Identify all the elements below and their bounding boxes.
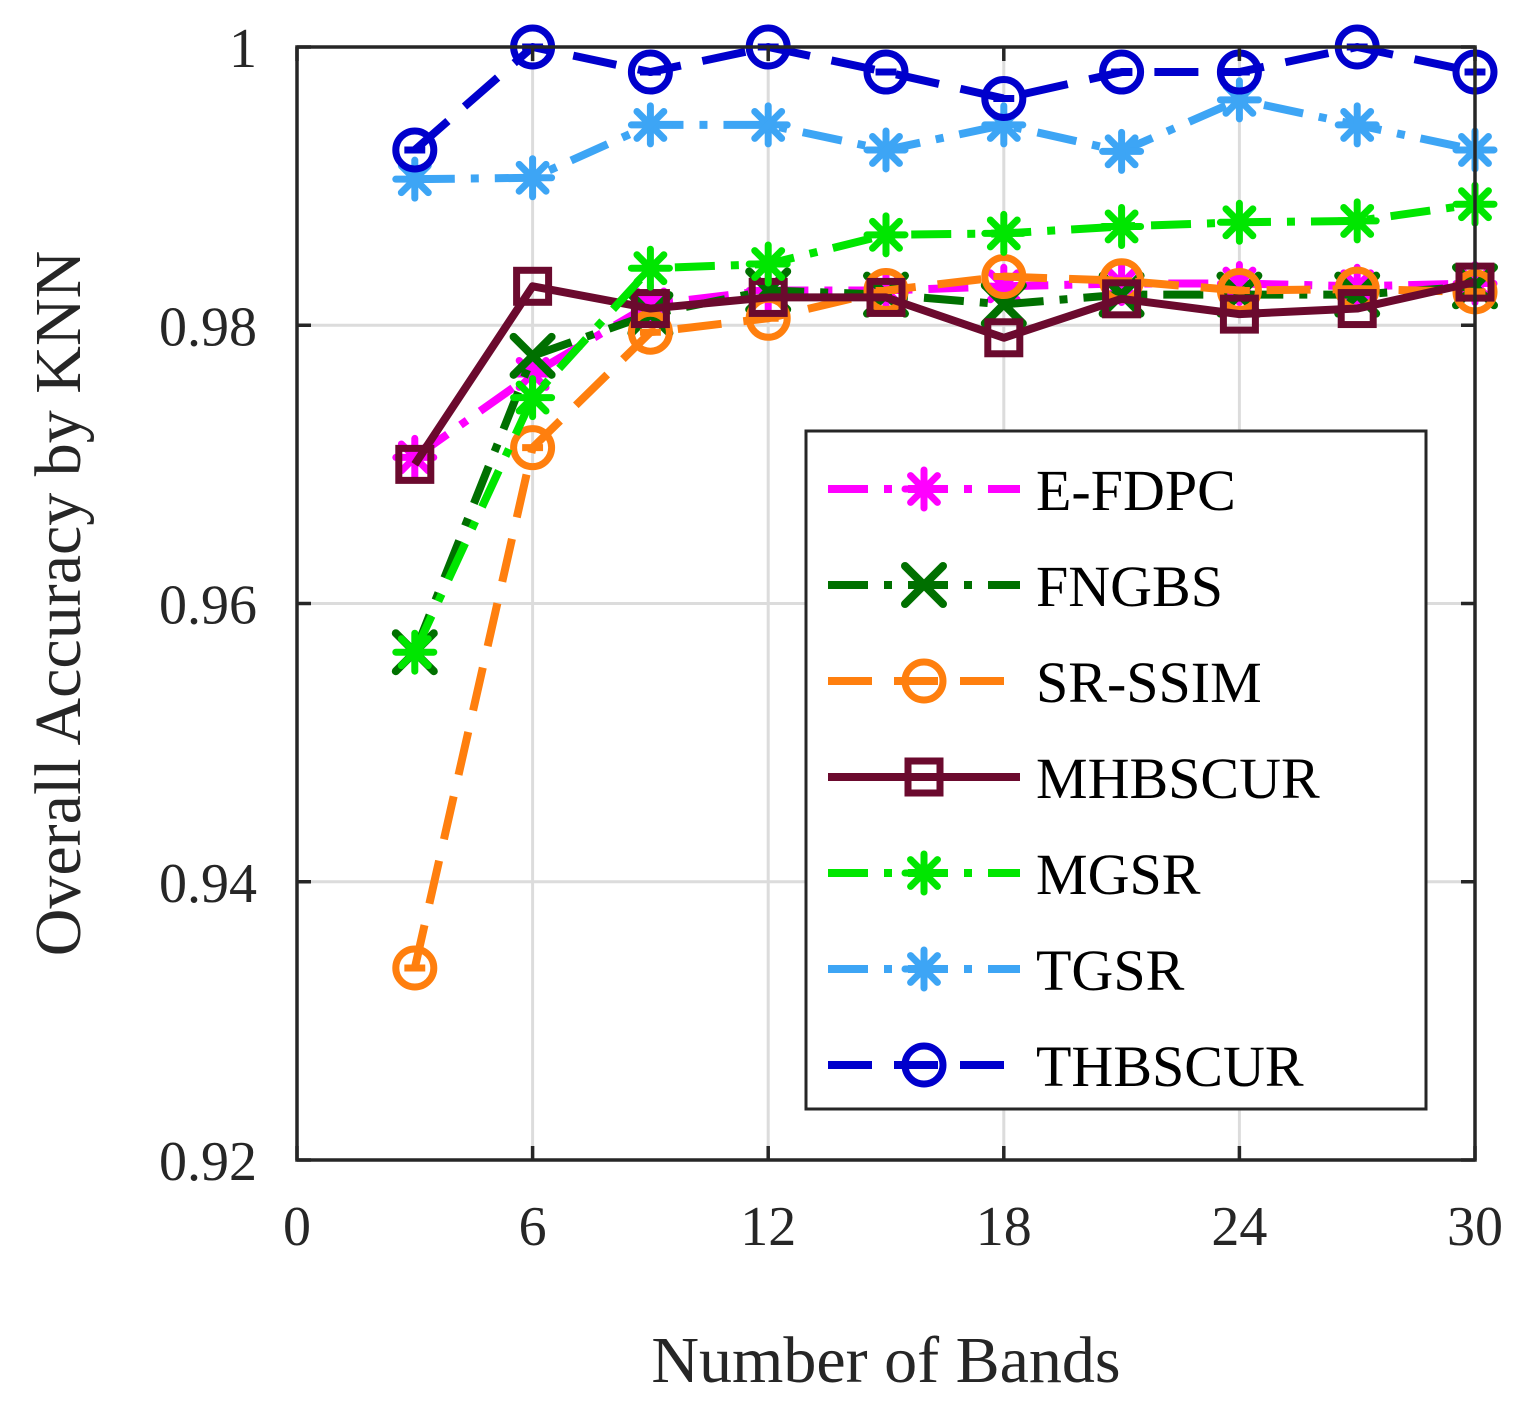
- legend-entry-e-fdpc: E-FDPC: [828, 458, 1236, 523]
- data-point-thbscur-18: [981, 75, 1027, 121]
- data-point-tgsr-9: [627, 102, 673, 148]
- data-point-mgsr-12: [745, 241, 791, 287]
- legend-entry-mgsr: MGSR: [828, 842, 1201, 907]
- x-axis-label: Number of Bands: [651, 1324, 1120, 1397]
- data-point-mhbscur-18: [984, 318, 1024, 358]
- data-point-mgsr-21: [1099, 203, 1145, 249]
- series-line-tgsr: [414, 95, 1476, 184]
- data-point-thbscur-21: [1099, 49, 1145, 95]
- legend-entry-mhbscur: MHBSCUR: [828, 746, 1320, 811]
- legend-label-thbscur: THBSCUR: [1036, 1034, 1304, 1099]
- legend: E-FDPC FNGBS SR-SSIM MHBSCUR MGSR TGSR THBSCUR: [804, 429, 1428, 1111]
- data-point-tgsr-12: [745, 102, 791, 148]
- legend-marker-sr-ssim: [901, 658, 947, 704]
- data-point-mgsr-6: [510, 375, 556, 421]
- legend-entry-thbscur: THBSCUR: [828, 1034, 1304, 1099]
- legend-marker-fngbs: [901, 562, 947, 608]
- legend-label-e-fdpc: E-FDPC: [1036, 458, 1236, 523]
- data-point-thbscur-3: [392, 127, 438, 173]
- legend-label-mgsr: MGSR: [1036, 842, 1201, 907]
- series-line-e-fdpc: [412, 279, 1476, 461]
- legend-label-fngbs: FNGBS: [1036, 554, 1223, 619]
- data-point-mgsr-24: [1216, 199, 1262, 245]
- legend-label-sr-ssim: SR-SSIM: [1036, 650, 1262, 715]
- x-tick-label-30: 30: [1447, 1196, 1503, 1258]
- series-lines: [391, 24, 1498, 991]
- y-tick-label-1: 1: [229, 18, 257, 80]
- x-tick-label-12: 12: [740, 1196, 796, 1258]
- data-point-mgsr-18: [981, 210, 1027, 256]
- y-tick-label-0-92: 0.92: [159, 1131, 257, 1193]
- x-tick-labels: 0 6 12 18 24 30: [283, 1196, 1503, 1258]
- data-point-sr-ssim-18: [981, 254, 1027, 300]
- y-tick-label-0-94: 0.94: [159, 853, 257, 915]
- data-point-mhbscur-15: [866, 277, 906, 317]
- series-line-fngbs: [411, 282, 1476, 654]
- data-point-sr-ssim-6: [510, 425, 556, 471]
- legend-entry-sr-ssim: SR-SSIM: [828, 650, 1262, 715]
- series-line-mhbscur: [411, 278, 1476, 467]
- legend-label-tgsr: TGSR: [1036, 938, 1185, 1003]
- x-tick-label-6: 6: [519, 1196, 547, 1258]
- data-point-mhbscur-6: [513, 266, 553, 306]
- legend-marker-mhbscur: [904, 757, 944, 797]
- y-tick-label-0-96: 0.96: [159, 575, 257, 637]
- data-point-tgsr-21: [1099, 128, 1145, 174]
- legend-marker-thbscur: [901, 1042, 947, 1088]
- data-point-mhbscur-3: [395, 444, 435, 484]
- x-tick-label-24: 24: [1211, 1196, 1267, 1258]
- legend-marker-e-fdpc: [901, 466, 947, 512]
- data-point-thbscur-15: [863, 49, 909, 95]
- data-point-sr-ssim-3: [392, 945, 438, 991]
- data-point-sr-ssim-9: [627, 309, 673, 355]
- series-line-thbscur: [412, 43, 1476, 153]
- y-tick-label-0-98: 0.98: [159, 296, 257, 358]
- data-point-mgsr-3: [392, 629, 438, 675]
- legend-entry-fngbs: FNGBS: [828, 554, 1223, 619]
- data-point-mhbscur-24: [1219, 294, 1259, 334]
- data-point-mhbscur-21: [1102, 279, 1142, 319]
- y-axis-label: Overall Accuracy by KNN: [22, 251, 95, 957]
- data-point-sr-ssim-24: [1216, 267, 1262, 313]
- data-point-mgsr-15: [863, 212, 909, 258]
- legend-entries: E-FDPC FNGBS SR-SSIM MHBSCUR MGSR TGSR THBSCUR: [828, 458, 1320, 1099]
- data-point-mgsr-27: [1334, 198, 1380, 244]
- data-point-mhbscur-9: [630, 289, 670, 329]
- legend-label-mhbscur: MHBSCUR: [1036, 746, 1320, 811]
- data-point-fngbs-6: [509, 332, 556, 379]
- series-thbscur: [392, 24, 1498, 173]
- data-point-mgsr-9: [627, 245, 673, 291]
- data-point-tgsr-15: [863, 127, 909, 173]
- data-point-tgsr-6: [510, 155, 556, 201]
- x-tick-label-0: 0: [283, 1196, 311, 1258]
- data-point-tgsr-27: [1334, 102, 1380, 148]
- series-line-sr-ssim: [410, 272, 1476, 969]
- data-point-thbscur-9: [627, 49, 673, 95]
- legend-marker-tgsr: [901, 946, 947, 992]
- y-tick-labels: 0.92 0.94 0.96 0.98 1: [159, 18, 257, 1193]
- data-point-mhbscur-27: [1337, 289, 1377, 329]
- x-tick-label-18: 18: [976, 1196, 1032, 1258]
- axis-ticks: [295, 45, 1477, 1162]
- legend-marker-mgsr: [901, 850, 947, 896]
- legend-entry-tgsr: TGSR: [828, 938, 1185, 1003]
- series-tgsr: [392, 77, 1498, 202]
- series-line-mgsr: [411, 200, 1476, 654]
